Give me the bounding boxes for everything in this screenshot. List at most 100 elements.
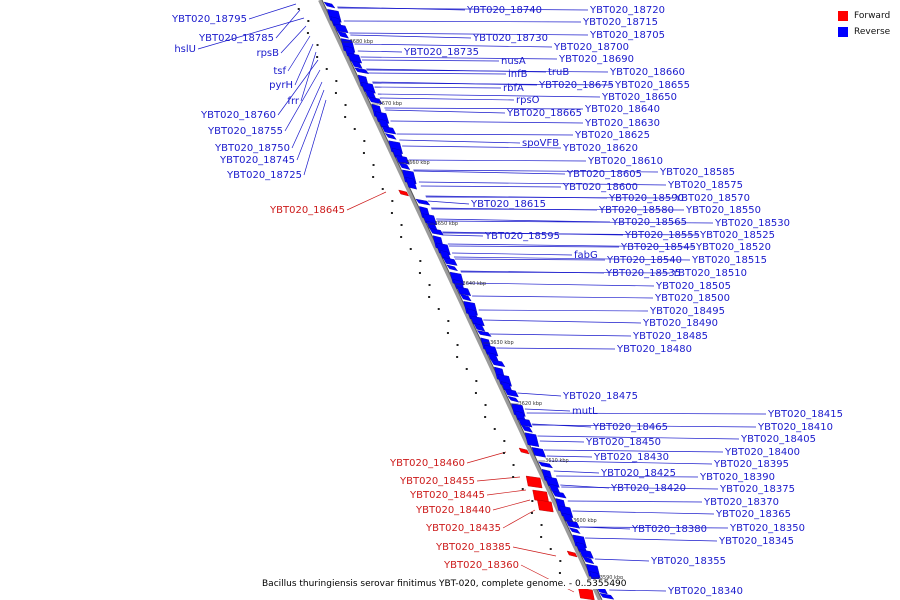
- forward-gene-block: [566, 550, 578, 558]
- gene-label: YBT020_18595: [484, 231, 560, 242]
- label-leader: [442, 232, 699, 236]
- feature-dot: [484, 404, 487, 406]
- feature-dot: [521, 488, 524, 490]
- forward-swatch: [838, 11, 848, 21]
- gene-label: YBT020_18550: [685, 205, 761, 216]
- label-leader: [524, 408, 571, 412]
- reverse-gene-block: [524, 432, 540, 447]
- gene-label: YBT020_18785: [198, 33, 274, 44]
- genome-backbone: [318, 0, 603, 600]
- gene-label: YBT020_18480: [616, 344, 692, 355]
- label-leader: [437, 220, 714, 224]
- feature-dot: [559, 560, 562, 562]
- reverse-gene-block: [337, 30, 349, 39]
- label-leader: [303, 99, 327, 176]
- backbone-line: [318, 0, 602, 600]
- gene-label: YBT020_18510: [671, 268, 747, 279]
- feature-dot: [540, 536, 543, 538]
- label-leader: [594, 558, 650, 562]
- feature-dot: [558, 572, 561, 574]
- label-leader: [543, 449, 724, 453]
- label-leader: [360, 56, 558, 60]
- gene-label: YBT020_18610: [587, 156, 663, 167]
- label-leader: [572, 510, 715, 515]
- label-leader: [553, 470, 600, 474]
- label-leader: [361, 59, 500, 62]
- gene-label: YBT020_18440: [415, 505, 491, 516]
- label-leader: [585, 537, 718, 542]
- label-leader: [448, 245, 620, 248]
- gene-label: YBT020_18485: [632, 331, 708, 342]
- label-leader: [567, 500, 703, 503]
- gene-label: YBT020_18715: [582, 17, 658, 28]
- gene-label: YBT020_18455: [399, 476, 475, 487]
- label-leader: [396, 133, 574, 136]
- gene-label: tsf: [273, 66, 286, 77]
- feature-dot: [316, 56, 319, 58]
- reverse-gene-block: [504, 388, 519, 398]
- label-leader: [280, 25, 307, 54]
- feature-dot: [531, 500, 534, 502]
- feature-dot: [381, 188, 384, 190]
- gene-label: YBT020_18500: [654, 293, 730, 304]
- label-leader: [294, 43, 314, 86]
- gene-label: YBT020_18795: [171, 14, 247, 25]
- label-leader: [385, 109, 506, 114]
- feature-dot: [493, 428, 496, 430]
- reverse-gene-block: [483, 344, 499, 357]
- scale-ticks: 3680 kbp 3670 kbp 3660 kbp 3650 kbp 3640 kbp…: [342, 39, 623, 581]
- gene-label: YBT020_18615: [470, 199, 546, 210]
- reverse-gene-block: [579, 549, 594, 559]
- feature-dot: [437, 308, 440, 310]
- feature-dot: [316, 44, 319, 46]
- reverse-gene-block: [429, 228, 444, 236]
- label-leader: [413, 169, 659, 173]
- reverse-gene-block: [354, 67, 370, 74]
- backbone-edge: [321, 0, 603, 600]
- reverse-gene-block: [545, 476, 560, 488]
- gene-label: YBT020_18495: [649, 306, 725, 317]
- gene-label: YBT020_18530: [714, 218, 790, 229]
- reverse-gene-block: [442, 257, 458, 266]
- reverse-gene-block: [473, 322, 486, 332]
- gene-label: infB: [508, 69, 528, 80]
- feature-dot: [503, 440, 506, 442]
- reverse-gene-block: [538, 461, 554, 469]
- reverse-gene-block: [459, 293, 472, 302]
- gene-label: YBT020_18760: [200, 110, 276, 121]
- gene-label: YBT020_18475: [562, 391, 638, 402]
- reverse-gene-block: [568, 527, 581, 534]
- label-leader: [502, 509, 536, 529]
- gene-label: mutL: [572, 406, 598, 417]
- label-leader: [526, 412, 767, 415]
- feature-dot: [530, 512, 533, 514]
- gene-label: YBT020_18605: [566, 169, 642, 180]
- gene-label: YBT020_18740: [466, 5, 542, 16]
- label-leader: [349, 32, 589, 36]
- feature-dot: [409, 248, 412, 250]
- gene-label: YBT020_18650: [601, 92, 677, 103]
- label-leader: [350, 34, 472, 39]
- label-leader: [346, 191, 387, 211]
- feature-dot: [306, 32, 309, 34]
- feature-dot: [334, 92, 337, 94]
- reverse-gene-block: [384, 133, 397, 140]
- gene-label: YBT020_18540: [606, 255, 682, 266]
- label-leader: [296, 89, 325, 161]
- gene-label: hslU: [174, 44, 196, 55]
- gene-label: YBT020_18665: [506, 108, 582, 119]
- gene-label: YBT020_18705: [589, 30, 665, 41]
- legend-forward: Forward: [838, 8, 890, 24]
- legend-forward-label: Forward: [854, 11, 891, 21]
- label-leader: [537, 435, 740, 440]
- gene-label: rpsB: [256, 48, 279, 59]
- gene-label: YBT020_18505: [655, 281, 731, 292]
- label-leader: [420, 185, 562, 188]
- reverse-gene-block: [521, 425, 533, 433]
- label-leader: [366, 69, 609, 73]
- reverse-gene-block: [395, 155, 410, 165]
- label-leader: [609, 589, 667, 592]
- label-leader: [277, 59, 319, 116]
- label-leader: [427, 200, 470, 205]
